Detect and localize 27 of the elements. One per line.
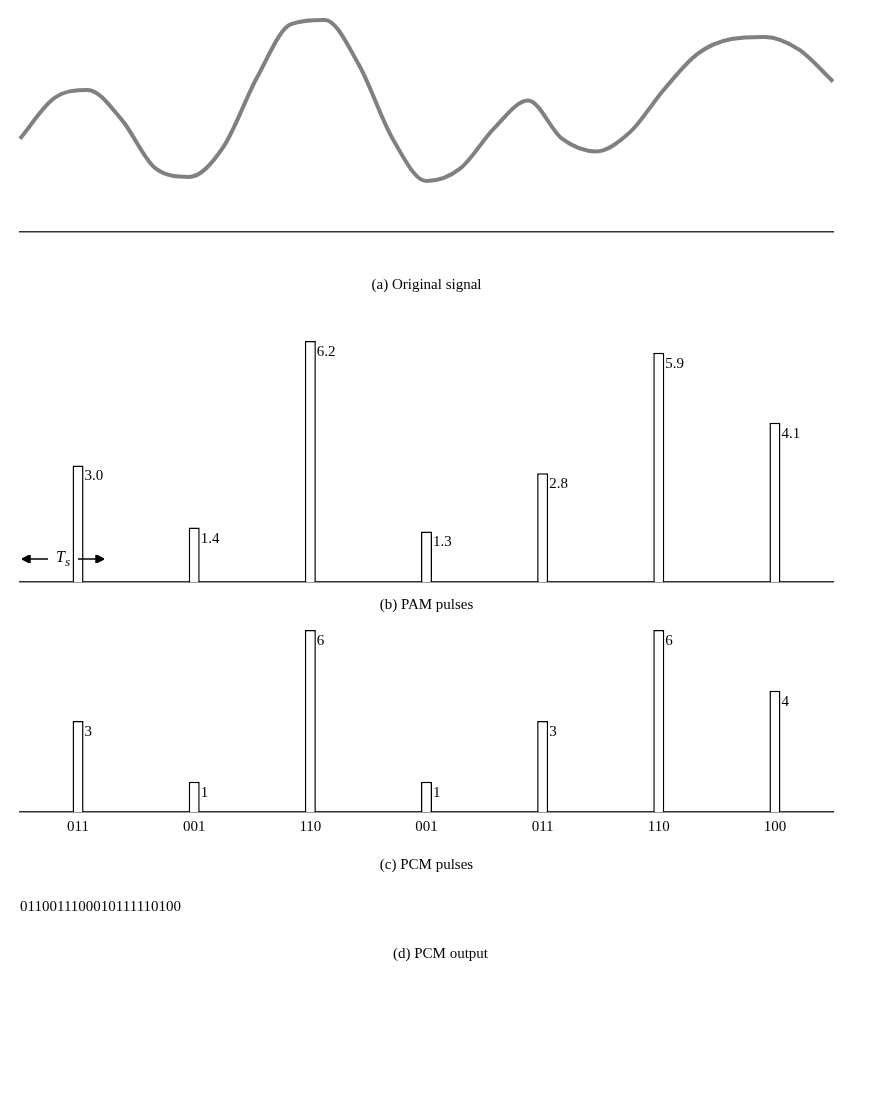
text: (d) PCM output bbox=[392, 945, 489, 962]
x-tick-label: 011 bbox=[531, 817, 554, 834]
data-label: 4.1 bbox=[781, 424, 801, 441]
data-label: 3 bbox=[549, 722, 557, 739]
data-label: 3 bbox=[84, 722, 93, 739]
x-tick-label: 001 bbox=[415, 817, 438, 834]
text: 0110011100010111110100 bbox=[20, 898, 183, 915]
x-tick-label: 100 bbox=[763, 817, 787, 834]
data-label: 6.2 bbox=[316, 343, 336, 360]
text: (b) PAM pulses bbox=[379, 595, 474, 613]
x-tick-label: 110 bbox=[299, 817, 322, 834]
data-label: 1 bbox=[200, 783, 209, 800]
data-label: 3.0 bbox=[84, 467, 104, 484]
data-label: 4 bbox=[781, 692, 790, 709]
text: (c) PCM pulses bbox=[379, 855, 474, 873]
data-label: 1.4 bbox=[200, 529, 220, 546]
data-label: 6 bbox=[665, 631, 674, 648]
data-label: 6 bbox=[316, 631, 325, 648]
x-tick-label: 001 bbox=[182, 817, 206, 834]
data-label: 2.8 bbox=[549, 475, 568, 492]
x-tick-label: 011 bbox=[67, 817, 90, 834]
data-label: 5.9 bbox=[665, 354, 685, 371]
data-label: 1 bbox=[433, 783, 441, 800]
text: (a) Original signal bbox=[371, 275, 482, 293]
data-label: 1.3 bbox=[433, 533, 452, 550]
x-tick-label: 110 bbox=[647, 817, 670, 834]
annotation: T$_{s}$ bbox=[56, 548, 71, 571]
